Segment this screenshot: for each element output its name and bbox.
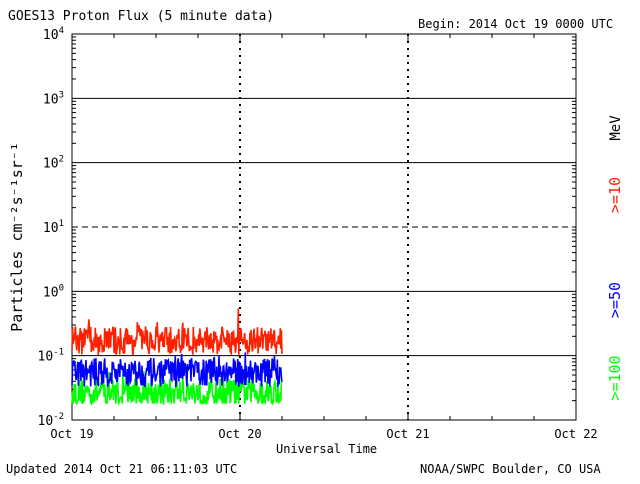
y-tick-label: 103 — [43, 90, 64, 107]
legend-entry: >=100 — [606, 355, 624, 400]
x-tick-label: Oct 21 — [386, 427, 429, 441]
legend-entry: >=10 — [606, 177, 624, 213]
x-tick-label: Oct 19 — [50, 427, 93, 441]
y-axis-label: Particles cm⁻²s⁻¹sr⁻¹ — [8, 142, 26, 332]
series-line — [71, 352, 283, 388]
legend-unit: MeV — [608, 115, 624, 141]
series-line — [71, 308, 283, 356]
legend-entry: >=50 — [606, 282, 624, 318]
begin-label: Begin: 2014 Oct 19 0000 UTC — [418, 17, 614, 31]
y-tick-label: 102 — [43, 155, 64, 172]
y-tick-label: 10-1 — [38, 348, 65, 365]
y-tick-label: 10-2 — [38, 412, 65, 429]
x-tick-label: Oct 20 — [218, 427, 261, 441]
chart-title: GOES13 Proton Flux (5 minute data) — [8, 9, 275, 24]
x-axis-label: Universal Time — [276, 442, 378, 456]
y-tick-label: 100 — [43, 283, 64, 300]
x-tick-label: Oct 22 — [554, 427, 597, 441]
y-tick-label: 101 — [43, 219, 64, 236]
updated-timestamp: Updated 2014 Oct 21 06:11:03 UTC — [6, 462, 238, 476]
y-tick-label: 104 — [43, 26, 64, 43]
credit-label: NOAA/SWPC Boulder, CO USA — [420, 462, 601, 476]
